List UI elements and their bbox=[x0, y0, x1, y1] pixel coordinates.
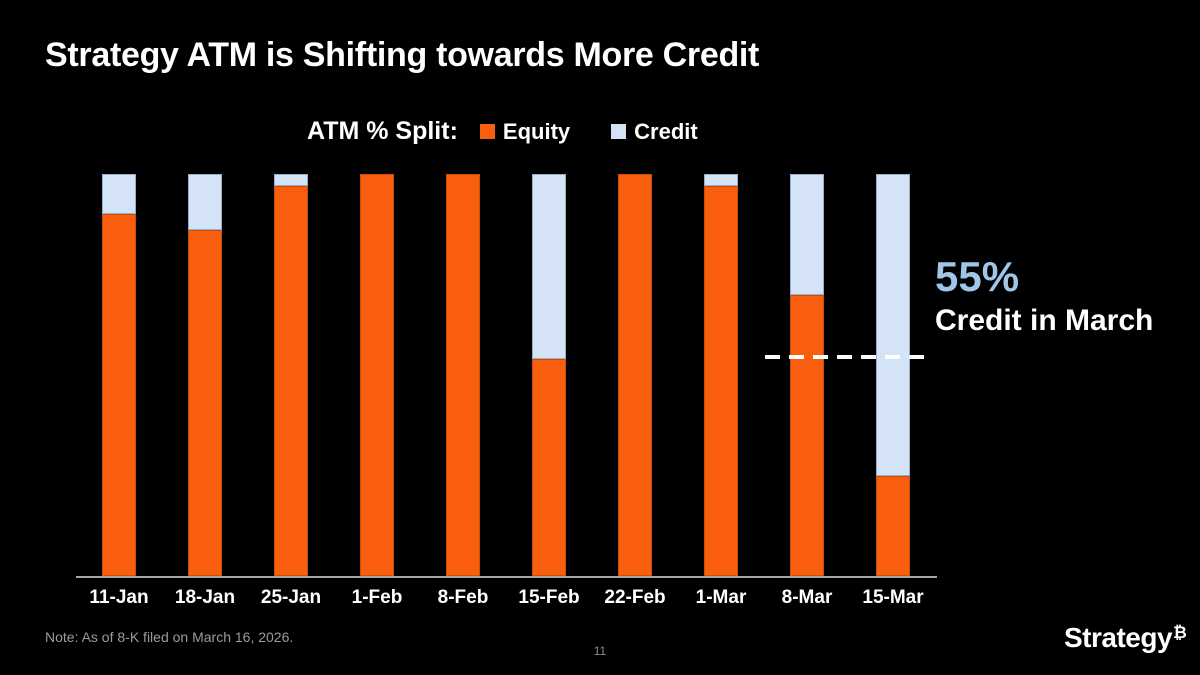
x-axis-label: 15-Feb bbox=[518, 587, 580, 608]
credit-segment bbox=[790, 174, 824, 295]
x-axis-label: 8-Mar bbox=[781, 587, 833, 608]
equity-segment bbox=[360, 174, 394, 576]
equity-segment bbox=[532, 358, 566, 576]
page-number: 11 bbox=[593, 644, 607, 658]
bar-slot bbox=[506, 174, 592, 576]
bar-8-Mar bbox=[790, 174, 824, 576]
credit-segment bbox=[274, 174, 308, 187]
legend-item-equity: Equity bbox=[479, 118, 571, 145]
annotation-block: 55% Credit in March bbox=[935, 255, 1153, 338]
x-axis-labels: 11-Jan 18-Jan 25-Jan 1-Feb 8-Feb 15-Feb 22-Feb… bbox=[76, 587, 936, 609]
bar-15-Mar bbox=[876, 174, 910, 576]
bar-slot bbox=[764, 174, 850, 576]
x-axis-label: 22-Feb bbox=[604, 587, 666, 608]
equity-segment bbox=[188, 230, 222, 576]
equity-swatch-icon bbox=[479, 124, 495, 139]
bar-18-Jan bbox=[188, 174, 222, 576]
bar-1-Feb bbox=[360, 174, 394, 576]
legend-item-credit: Credit bbox=[611, 119, 698, 145]
bar-slot bbox=[420, 174, 506, 576]
bar-25-Jan bbox=[274, 174, 308, 576]
bar-slot bbox=[162, 174, 248, 576]
bar-8-Feb bbox=[446, 174, 480, 576]
x-axis-line bbox=[76, 576, 937, 578]
credit-segment bbox=[704, 174, 738, 187]
bar-slot bbox=[592, 174, 678, 576]
equity-segment bbox=[704, 186, 738, 576]
bar-1-Mar bbox=[704, 174, 738, 576]
strategy-logo: Strategy₿ bbox=[1064, 622, 1187, 654]
credit-segment bbox=[876, 174, 910, 476]
bar-slot bbox=[248, 174, 334, 576]
bar-22-Feb bbox=[618, 174, 652, 576]
credit-segment bbox=[188, 174, 222, 231]
legend-equity-label: Equity bbox=[502, 118, 571, 144]
credit-segment bbox=[102, 174, 136, 215]
equity-segment bbox=[618, 174, 652, 576]
x-axis-label: 1-Feb bbox=[351, 587, 403, 608]
slide-title: Strategy ATM is Shifting towards More Cr… bbox=[45, 36, 760, 74]
credit-swatch-icon bbox=[611, 124, 627, 139]
bar-slot bbox=[678, 174, 764, 576]
equity-segment bbox=[446, 174, 480, 576]
legend-credit-label: Credit bbox=[634, 118, 698, 144]
x-axis-label: 11-Jan bbox=[89, 587, 149, 608]
bitcoin-icon: ₿ bbox=[1173, 623, 1187, 643]
equity-segment bbox=[274, 186, 308, 576]
footnote: Note: As of 8-K filed on March 16, 2026. bbox=[45, 629, 294, 645]
bar-15-Feb bbox=[532, 174, 566, 576]
x-axis-label: 1-Mar bbox=[695, 587, 747, 608]
equity-segment bbox=[790, 294, 824, 576]
bar-slot bbox=[334, 174, 420, 576]
x-axis-label: 15-Mar bbox=[862, 587, 924, 608]
bar-slot bbox=[850, 174, 936, 576]
annotation-caption: Credit in March bbox=[935, 304, 1154, 337]
annotation-percent: 55% bbox=[935, 253, 1020, 300]
x-axis-label: 8-Feb bbox=[437, 587, 489, 608]
annotation-dashed-line bbox=[765, 355, 933, 359]
equity-segment bbox=[876, 475, 910, 576]
credit-segment bbox=[532, 174, 566, 359]
logo-text: Strategy bbox=[1064, 622, 1173, 653]
bars-area bbox=[76, 174, 936, 576]
x-axis-label: 25-Jan bbox=[260, 587, 322, 608]
legend-label: ATM % Split: bbox=[307, 117, 458, 145]
bar-slot bbox=[76, 174, 162, 576]
x-axis-label: 18-Jan bbox=[174, 587, 236, 608]
equity-segment bbox=[102, 214, 136, 576]
chart-legend: ATM % Split: Equity Credit bbox=[307, 117, 698, 146]
bar-11-Jan bbox=[102, 174, 136, 576]
